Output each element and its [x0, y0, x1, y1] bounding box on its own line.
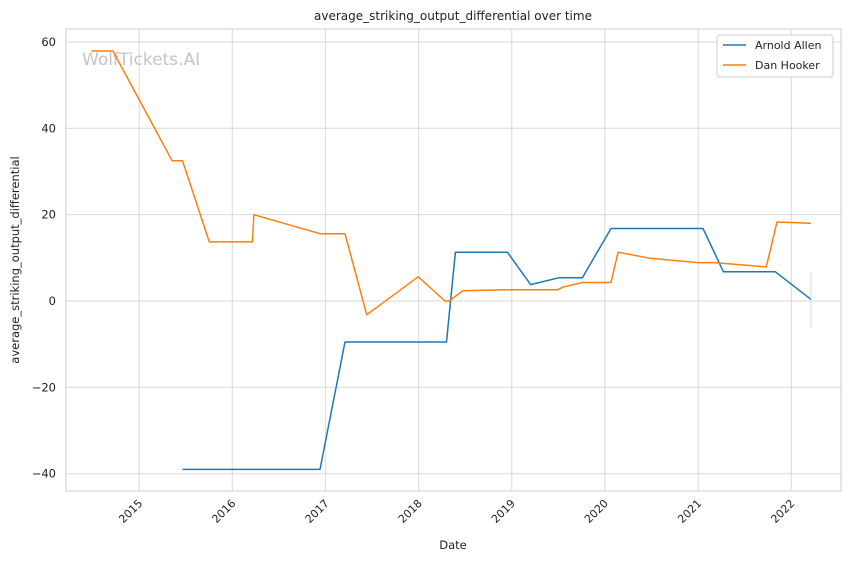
plot-area	[65, 28, 842, 492]
y-axis-label: average_striking_output_differential	[8, 156, 22, 363]
legend-label-arnold-allen: Arnold Allen	[755, 39, 821, 52]
x-axis-label: Date	[439, 538, 467, 552]
legend: Arnold Allen Dan Hooker	[716, 34, 834, 78]
y-tick-label: 0	[49, 294, 56, 308]
series-line-arnold-allen	[182, 227, 812, 471]
watermark: WolfTickets.AI	[82, 50, 200, 70]
y-tick-label: −20	[32, 380, 56, 394]
series-line-dan-hooker	[91, 50, 811, 316]
y-tick-label: 40	[41, 121, 56, 135]
y-tick-label: 60	[41, 35, 56, 49]
chart-title: average_striking_output_differential ove…	[314, 9, 592, 23]
legend-label-dan-hooker: Dan Hooker	[755, 59, 820, 72]
y-tick-label: 20	[41, 208, 56, 222]
y-tick-label: −40	[32, 467, 56, 481]
series-layer	[91, 50, 812, 471]
y-axis: 60 40 20 0 −20 −40	[32, 35, 56, 481]
grid	[66, 29, 841, 491]
